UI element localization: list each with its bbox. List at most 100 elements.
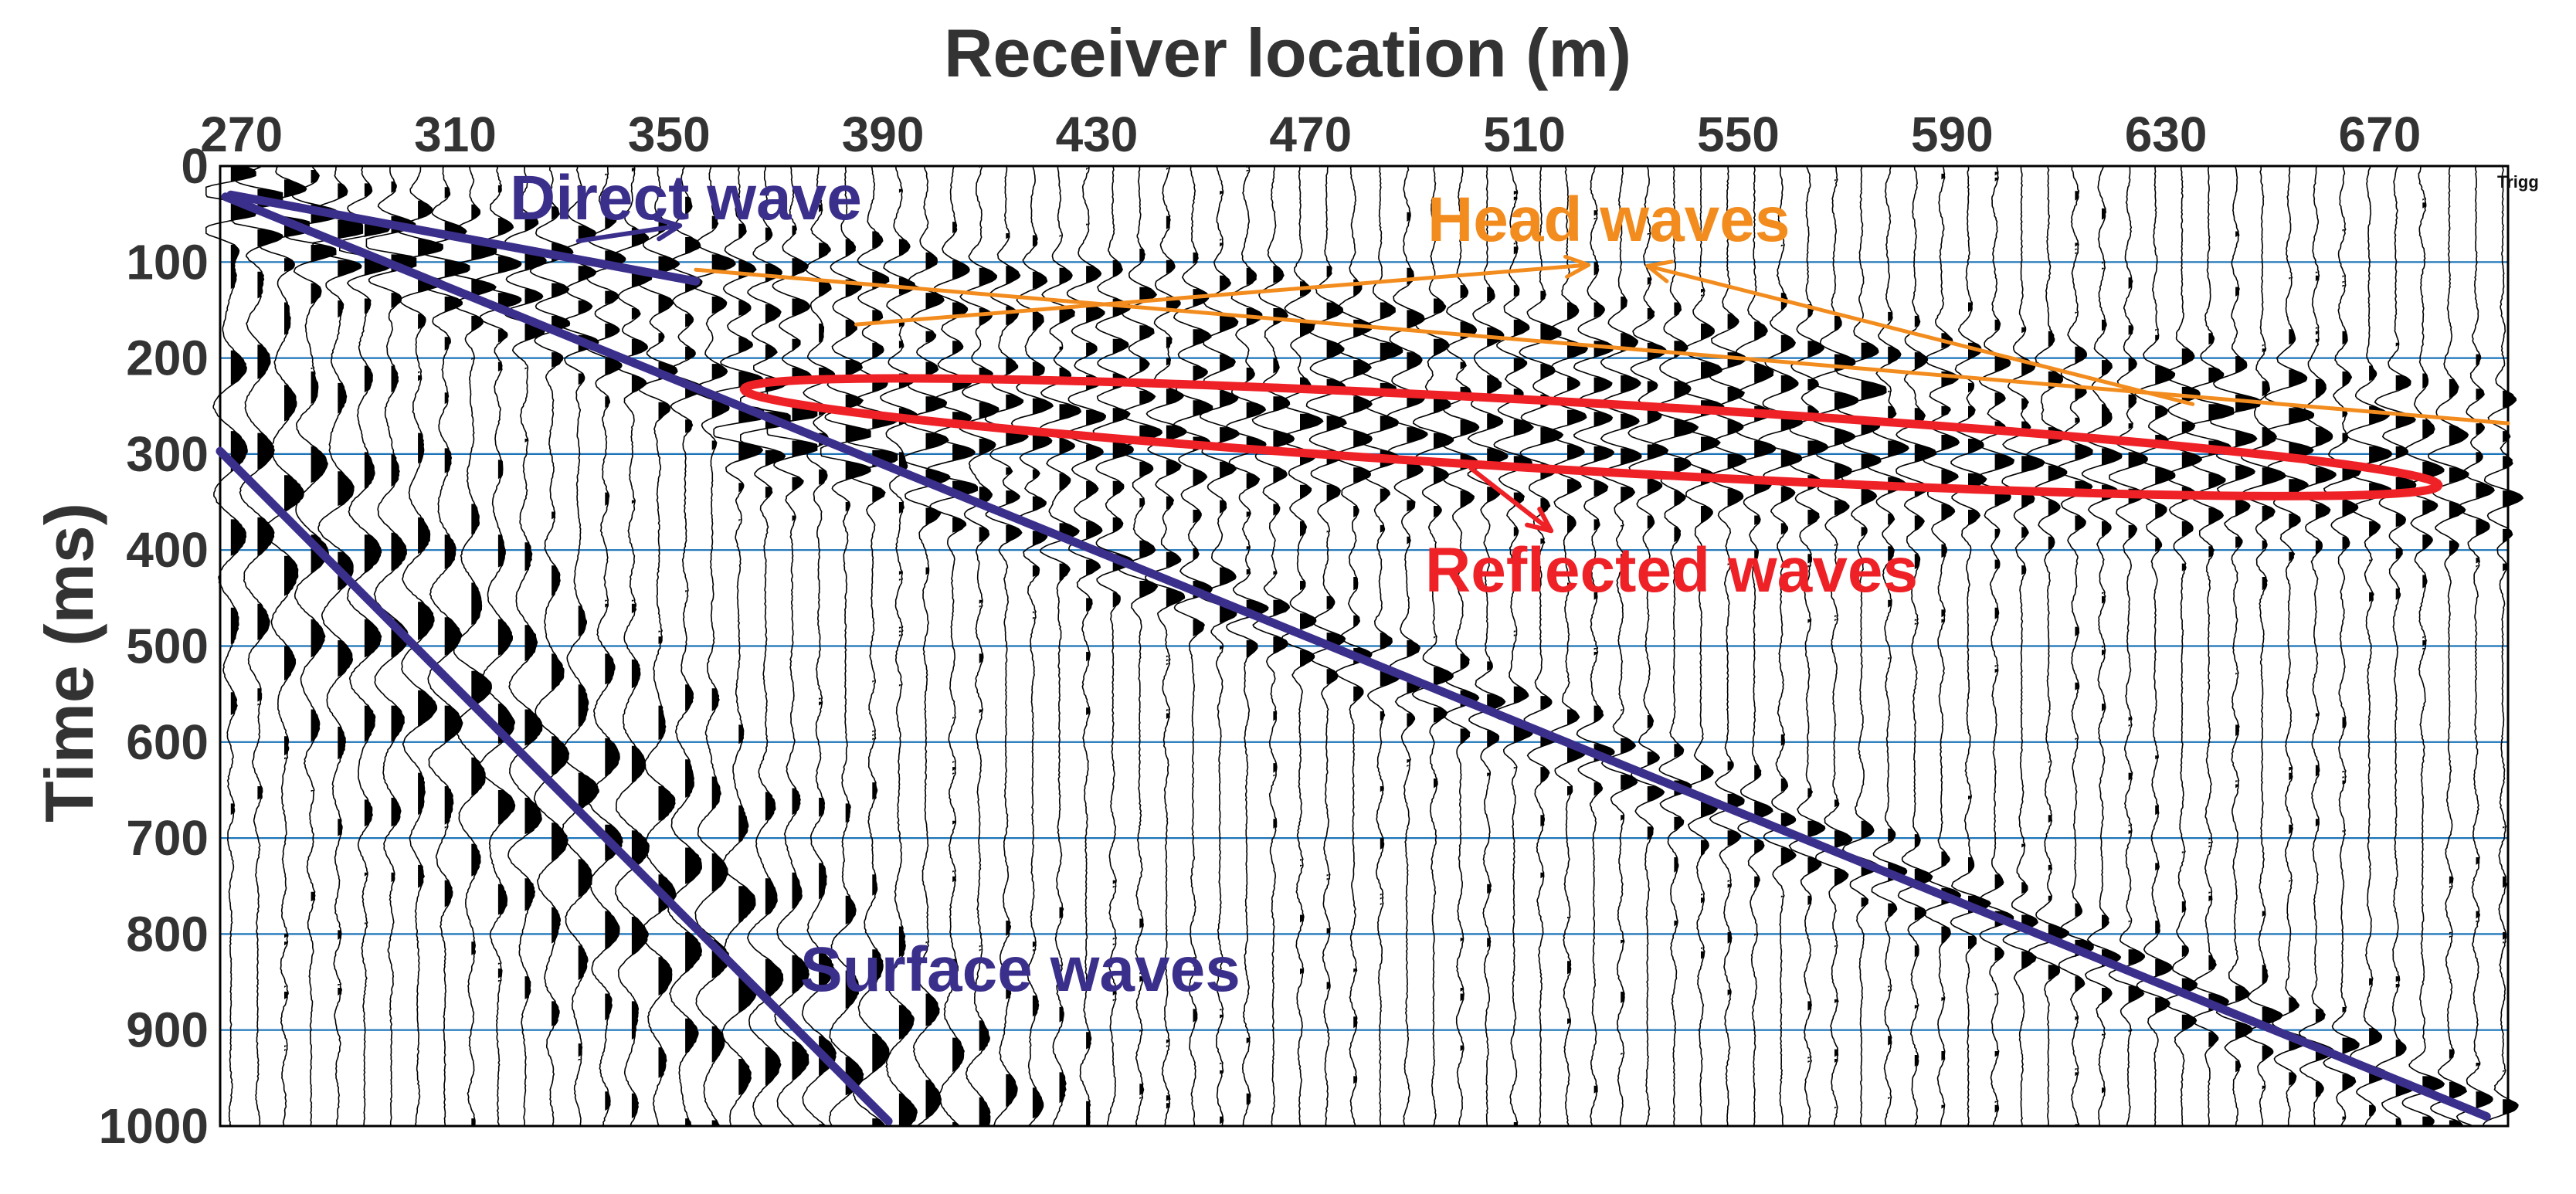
x-tick-label: 390 <box>842 107 925 162</box>
trace <box>880 165 918 1127</box>
trace <box>1600 165 1642 1127</box>
trace <box>766 166 818 1127</box>
trace <box>1145 165 1187 1127</box>
direct-wave-lower-line <box>221 192 2491 1121</box>
trace-fill <box>497 185 521 982</box>
trace <box>1066 165 1107 1127</box>
trace <box>1010 165 1054 1127</box>
trace <box>1974 166 2015 1127</box>
trace <box>1677 165 1725 1127</box>
trace <box>205 165 256 1127</box>
trace <box>2162 165 2203 1127</box>
direct-wave-label: Direct wave <box>510 163 862 233</box>
wave-annotations: Direct wave Head waves Reflected waves S… <box>216 163 2510 1126</box>
x-tick-label: 350 <box>628 107 711 162</box>
trace-fill <box>284 179 310 1051</box>
trace-fill <box>1139 248 1162 1100</box>
trace-fill <box>1941 173 1961 1109</box>
trace-fill <box>925 252 950 1119</box>
trace-fill <box>391 181 416 883</box>
direct-wave-line <box>226 190 701 286</box>
trace <box>1411 166 1454 1127</box>
trace-fill <box>2422 198 2445 1126</box>
trace <box>2294 165 2337 1127</box>
trace-fill <box>658 218 680 1078</box>
trace <box>1117 165 1163 1127</box>
y-tick-label: 300 <box>126 426 209 482</box>
trace-fill <box>364 183 389 924</box>
trace-fill <box>2395 342 2417 1126</box>
trace <box>1732 165 1777 1127</box>
trace <box>2183 165 2235 1126</box>
y-tick-label: 0 <box>181 138 209 194</box>
reflected-wave-ellipse <box>739 374 2443 500</box>
y-tick-label: 1000 <box>99 1098 209 1154</box>
trace <box>1251 165 1295 1127</box>
trace <box>901 165 951 1127</box>
trace-fill <box>1674 302 1699 927</box>
trigger-label: Trigg <box>2497 172 2539 192</box>
trace <box>1386 165 1428 1126</box>
y-tick-label: 800 <box>126 906 209 962</box>
trace-fill <box>1032 235 1054 1119</box>
trace <box>2133 165 2176 1127</box>
trace <box>2055 165 2094 1127</box>
trace-fill <box>2476 354 2494 1109</box>
trace-fill <box>2503 390 2523 1115</box>
trace-fill <box>1593 210 1614 1094</box>
trace <box>2401 166 2445 1127</box>
trace-fill <box>1434 233 1454 789</box>
trace <box>609 165 653 1127</box>
trace <box>688 165 736 1127</box>
trace <box>2456 165 2495 1127</box>
trace-fill <box>711 215 735 1127</box>
surface-waves-label: Surface waves <box>800 935 1240 1005</box>
trace <box>259 165 310 1127</box>
trace <box>984 165 1029 1127</box>
trace <box>1441 165 1480 1126</box>
trace <box>2210 165 2261 1127</box>
seismic-traces <box>205 165 2524 1127</box>
y-tick-label: 900 <box>126 1002 209 1058</box>
trace <box>1922 165 1962 1127</box>
trace <box>285 165 337 1127</box>
trace-fill <box>444 187 470 907</box>
direct-wave-arrow <box>575 216 683 243</box>
y-tick-label: 700 <box>126 810 209 866</box>
y-tick-label: 500 <box>126 619 209 674</box>
trace-fill <box>524 214 546 999</box>
x-axis-title: Receiver location (m) <box>944 15 1631 91</box>
trace-fill <box>2208 333 2234 1048</box>
trace <box>2323 165 2361 1127</box>
x-tick-labels: 270 310 350 390 430 470 510 550 590 630 670 <box>200 107 2421 162</box>
trace-fill <box>2315 271 2336 1097</box>
x-tick-label: 310 <box>414 107 497 162</box>
trace <box>1092 165 1135 1126</box>
trace <box>1492 165 1534 1126</box>
trace <box>2345 165 2393 1127</box>
trace-fill <box>685 196 704 1126</box>
y-axis-title: Time (ms) <box>31 503 107 823</box>
trace <box>1835 165 1887 1127</box>
trace <box>1788 165 1828 1127</box>
trace-fill <box>1273 266 1295 829</box>
x-tick-label: 590 <box>1911 107 1994 162</box>
trace <box>1757 165 1803 1127</box>
trace-fill <box>2369 365 2392 1117</box>
trace-fill <box>2449 378 2469 1126</box>
trace <box>2026 165 2069 1127</box>
trace-fill <box>1220 191 1239 1124</box>
trace <box>1039 165 1082 1127</box>
trace-fill <box>2262 344 2286 1090</box>
trace <box>419 165 470 1126</box>
plot-frame <box>219 165 2510 1128</box>
trace-fill <box>1994 171 2014 1113</box>
trace <box>557 165 599 1127</box>
y-tick-label: 400 <box>126 522 209 578</box>
trace <box>312 165 364 1127</box>
trace-fill <box>1807 304 1828 1063</box>
trace <box>473 165 522 1127</box>
trace-fill <box>1834 179 1858 1109</box>
trace <box>666 166 705 1127</box>
trace <box>1226 165 1269 1127</box>
